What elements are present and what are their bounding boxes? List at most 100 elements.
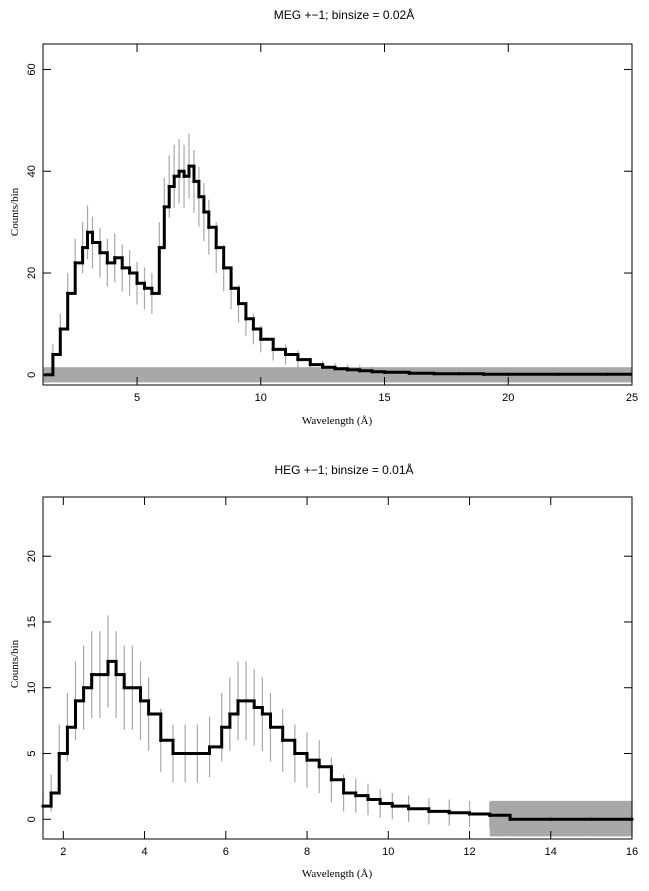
heg-data-point [317, 765, 321, 769]
meg-data-point [556, 372, 560, 376]
heg-data-point [406, 807, 411, 811]
meg-data-point [345, 368, 349, 372]
heg-data-point [447, 811, 451, 815]
meg-data-point [202, 210, 206, 214]
meg-data-point [172, 174, 176, 178]
heg-data-point [207, 745, 212, 749]
heg-y-tick-label: 15 [26, 616, 38, 628]
meg-data-point [259, 337, 263, 341]
heg-x-tick-label: 8 [304, 846, 310, 858]
meg-chart-title: MEG +−1; binsize = 0.02Å [274, 7, 414, 22]
meg-x-tick-label: 20 [502, 392, 514, 404]
meg-data-point [236, 301, 241, 306]
meg-data-point [167, 184, 171, 189]
meg-data-point [457, 372, 461, 376]
heg-y-axis-label: Counts/bin [9, 639, 21, 688]
meg-data-point [120, 266, 124, 270]
heg-data-point [159, 738, 163, 742]
meg-data-point [51, 352, 55, 357]
meg-data-point [157, 245, 161, 250]
meg-data-point [308, 363, 312, 367]
heg-data-point [260, 712, 264, 716]
meg-background-band [43, 367, 632, 383]
heg-data-point [281, 738, 285, 742]
meg-error-bars [44, 133, 608, 380]
heg-data-point [65, 725, 69, 729]
heg-y-tick-label: 0 [26, 816, 38, 822]
heg-data-point [90, 672, 94, 677]
heg-x-tick-label: 12 [463, 846, 475, 858]
meg-data-point [370, 370, 374, 374]
meg-plot-area: 5 10 15 20 25 0 20 40 60 [26, 43, 638, 404]
meg-data-point [207, 225, 211, 229]
meg-y-axis-label: Counts/bin [9, 187, 21, 236]
meg-data-point [162, 205, 166, 209]
heg-x-tick-label: 6 [223, 846, 229, 858]
meg-data-point [113, 256, 117, 260]
heg-data-point [82, 686, 86, 690]
meg-x-tick-label: 10 [255, 392, 267, 404]
heg-data-point [106, 659, 110, 664]
meg-data-point [321, 365, 325, 369]
meg-data-point [66, 291, 70, 295]
heg-data-point [589, 817, 593, 821]
heg-x-tick-label: 16 [626, 846, 638, 858]
meg-data-point [135, 281, 139, 285]
heg-plot-frame [42, 496, 633, 840]
heg-data-point [147, 712, 151, 716]
heg-data-point [366, 797, 370, 802]
meg-data-point [73, 261, 77, 265]
meg-data-point [506, 372, 510, 376]
meg-data-point [150, 291, 154, 295]
heg-x-tick-label: 2 [60, 846, 66, 858]
meg-data-point [432, 372, 436, 376]
meg-data-point [271, 347, 275, 351]
heg-y-tick-label: 20 [26, 550, 38, 562]
meg-data-point [605, 372, 609, 376]
heg-data-point [508, 817, 512, 821]
meg-y-tick-label: 40 [26, 165, 38, 177]
meg-data-point [177, 169, 181, 173]
heg-data-point [138, 699, 143, 703]
heg-data-point [252, 705, 256, 710]
meg-y-tick-label: 20 [26, 267, 38, 279]
meg-data-point [481, 372, 486, 376]
heg-chart-title: HEG +−1; binsize = 0.01Å [274, 462, 413, 477]
meg-x-axis-label: Wavelength (Å) [302, 415, 373, 427]
heg-data-point [98, 672, 102, 677]
meg-x-tick-label: 25 [626, 392, 638, 404]
meg-data-point [407, 371, 411, 375]
meg-data-point [182, 174, 186, 178]
meg-data-point [98, 251, 102, 255]
heg-data-point [220, 725, 224, 729]
heg-data-point [427, 809, 431, 813]
heg-series-line [43, 659, 632, 821]
heg-data-point [183, 751, 187, 756]
heg-data-point [244, 699, 248, 703]
meg-data-point [187, 164, 191, 168]
heg-data-point [293, 751, 297, 756]
heg-data-point [171, 751, 175, 756]
heg-data-point [236, 699, 240, 703]
meg-x-tick-label: 15 [378, 392, 390, 404]
heg-data-point [488, 813, 492, 817]
meg-data-point [222, 266, 226, 270]
heg-data-point [122, 686, 126, 690]
meg-data-point [382, 370, 387, 374]
meg-data-point [251, 327, 255, 331]
heg-plot-area: 2 4 6 8 10 12 14 16 0 5 10 15 20 [26, 496, 638, 858]
meg-data-point [142, 286, 147, 290]
meg-data-point [105, 261, 109, 265]
heg-x-tick-label: 10 [382, 846, 394, 858]
heg-data-point [305, 758, 309, 762]
meg-data-point [128, 271, 132, 275]
heg-data-point [467, 812, 472, 816]
heg-data-point [228, 712, 232, 716]
meg-data-point [192, 179, 196, 184]
meg-data-point [58, 327, 62, 331]
meg-data-point [214, 245, 218, 250]
meg-data-point [80, 245, 85, 250]
meg-data-point [358, 369, 362, 373]
meg-data-point [90, 240, 95, 245]
